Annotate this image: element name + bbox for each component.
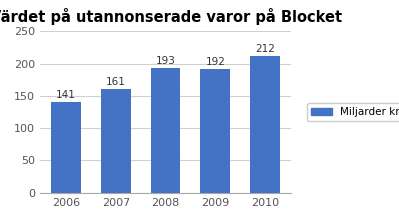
- Text: 161: 161: [106, 77, 126, 87]
- Text: 141: 141: [56, 90, 76, 100]
- Text: 192: 192: [205, 57, 225, 67]
- Bar: [250, 56, 280, 193]
- Text: 193: 193: [156, 56, 176, 66]
- Text: 212: 212: [255, 44, 275, 54]
- Bar: [101, 89, 131, 193]
- Bar: [200, 69, 230, 193]
- Bar: [151, 68, 180, 193]
- Bar: [51, 102, 81, 193]
- Title: Värdet på utannonserade varor på Blocket: Värdet på utannonserade varor på Blocket: [0, 8, 342, 25]
- Legend: Miljarder kronor: Miljarder kronor: [306, 103, 399, 121]
